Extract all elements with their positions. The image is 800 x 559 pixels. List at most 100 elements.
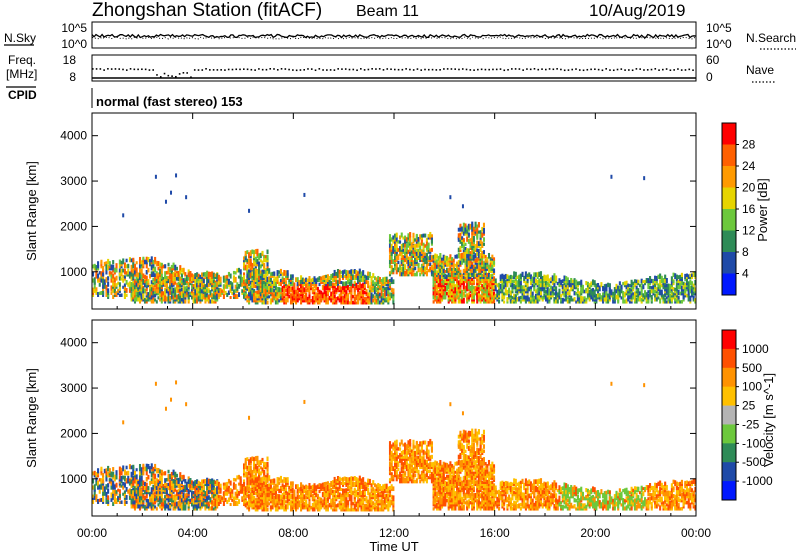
nave-dot [288,69,290,71]
nave-dot [583,69,585,71]
echo-cell [147,268,149,273]
nave-dot [171,75,173,77]
nave-dot [149,69,151,71]
cpid-label: CPID [8,88,37,102]
echo-cell [431,234,433,237]
echo-cell [231,282,233,287]
colorbar-swatch [722,188,736,210]
nave-dot [375,68,377,70]
nave-dot [179,73,181,75]
echo-cell [610,175,612,179]
nave-dot [398,69,400,71]
echo-cell [681,273,683,277]
nave-tick-bottom: 0 [706,70,713,84]
echo-cell [459,270,461,273]
nave-dot [473,69,475,71]
echo-cell [132,258,134,262]
nave-dot [636,68,638,70]
nave-dot [383,69,385,71]
echo-cell [555,286,557,291]
echo-cell [99,283,101,287]
nave-dot [134,69,136,71]
nave-dot [322,69,324,71]
echo-cell [220,277,222,281]
echo-cell [107,488,109,493]
echo-cell [428,243,430,246]
colorbar-swatch [722,252,736,274]
echo-cell [112,260,114,264]
echo-cell [230,274,232,279]
colorbar-tick-label: 8 [742,245,749,259]
echo-cell [392,289,394,293]
nave-dot [432,69,434,71]
nave-dot [285,68,287,70]
echo-cell [166,490,168,494]
echo-cell [147,279,149,283]
nave-dot [624,69,626,71]
noise-right-label: N.Search [746,31,796,45]
echo-cell [303,193,305,197]
echo-cell [126,466,128,470]
echo-cell [473,279,475,283]
nave-dot [503,69,505,71]
nave-dot [628,69,630,71]
noise-line [92,35,696,38]
nave-dot [458,69,460,71]
freq-panel-frame [92,55,696,81]
echo-cell [483,237,485,242]
colorbar-swatch [722,166,736,188]
nave-dot [420,69,422,71]
nave-dot [100,68,102,70]
echo-cell [453,259,455,263]
echo-cell [462,204,464,208]
nave-dot [534,68,536,70]
echo-cell [119,287,121,291]
echo-cell [365,289,367,292]
echo-cell [107,495,109,500]
nave-dot [107,68,109,70]
echo-cell [121,500,123,504]
nave-dot [666,68,668,70]
echo-cell [582,285,584,289]
nave-dot [519,68,521,70]
echo-cell [102,473,104,477]
echo-cell [240,269,242,274]
echo-cell [449,195,451,199]
echo-cell [147,475,149,480]
echo-cell [156,300,158,303]
echo-cell [119,494,121,498]
nave-dot [296,69,298,71]
echo-cell [621,285,623,290]
echo-cell [238,499,240,504]
echo-cell [105,477,107,482]
echo-cell [293,282,295,288]
nave-dot [594,68,596,70]
colorbar-swatch [722,274,736,296]
echo-cell [183,475,185,480]
echo-cell [170,191,172,195]
nave-dot [560,69,562,71]
nave-dot [152,69,154,71]
echo-cell [107,276,109,280]
echo-cell [97,468,99,473]
echo-cell [107,288,109,293]
echo-cell [317,287,319,290]
echo-cell [431,248,433,252]
nave-dot [262,69,264,71]
nave-dot [160,76,162,78]
echo-cell [115,475,117,479]
nave-tick-top: 60 [706,53,720,67]
nave-dot [247,69,249,71]
nave-dot [356,69,358,71]
nave-dot [364,69,366,71]
echo-cell [261,251,263,254]
nave-dot [232,69,234,71]
nave-dot [360,68,362,70]
nave-dot [549,68,551,70]
colorbar-tick-label: 12 [742,224,756,238]
echo-cell [100,260,102,265]
echo-cell [266,301,268,305]
echo-cell [248,209,250,213]
nave-dot [677,68,679,70]
